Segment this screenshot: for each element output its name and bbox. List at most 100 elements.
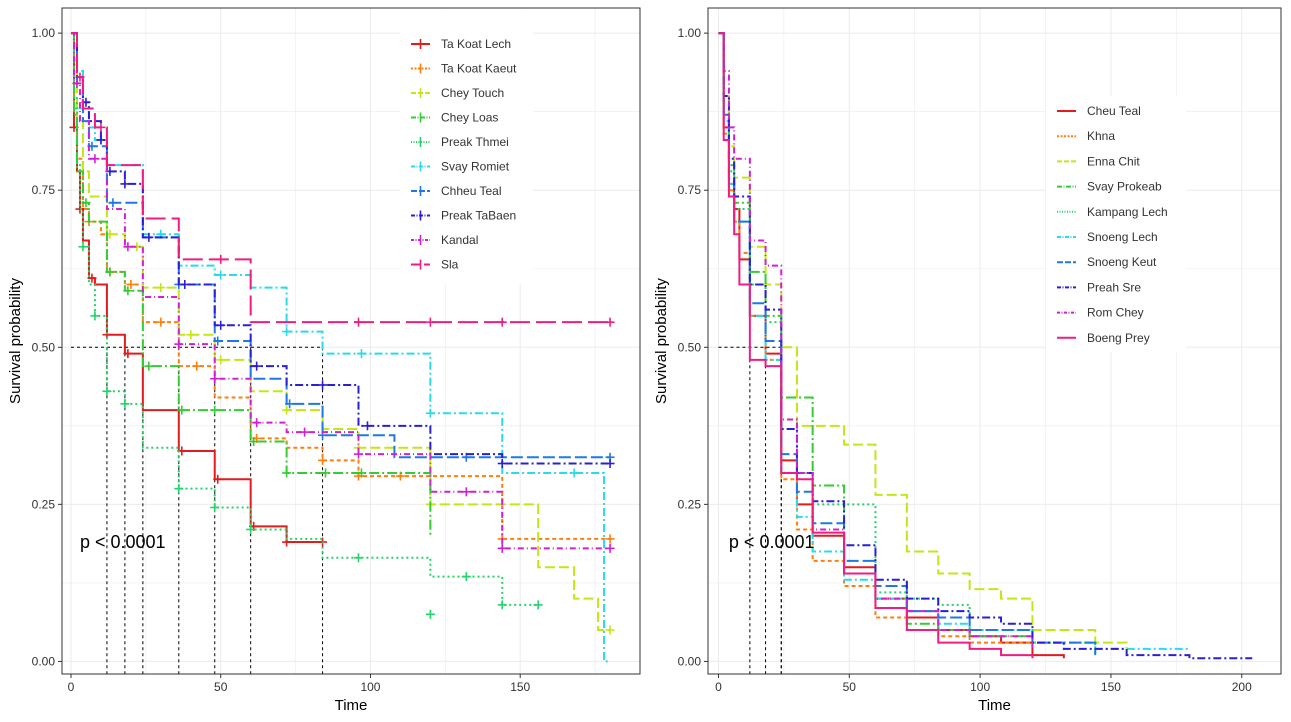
censor-mark xyxy=(81,198,91,208)
survival-curves xyxy=(69,32,615,663)
legend-label: Kampang Lech xyxy=(1087,205,1168,219)
censor-mark xyxy=(87,273,97,283)
legend-item: Snoeng Keut xyxy=(1057,255,1157,269)
y-tick-label: 1.00 xyxy=(678,26,702,40)
censor-mark xyxy=(497,600,507,610)
axes: 0 50 100 150 200 0.00 0.25 0.50 0.75 1.00 Time Surv… xyxy=(653,26,1252,714)
censor-mark xyxy=(353,317,363,327)
legend-label: Snoeng Lech xyxy=(1087,230,1158,244)
legend-item: Kampang Lech xyxy=(1057,205,1168,219)
legend-label: Snoeng Keut xyxy=(1087,255,1157,269)
legend-label: Preah Sre xyxy=(1087,280,1141,294)
y-axis-title: Survival probability xyxy=(653,278,670,404)
x-axis-title: Time xyxy=(978,697,1011,714)
legend-label: Preak Thmei xyxy=(441,135,509,149)
plot-background xyxy=(62,8,640,674)
x-tick-label: 0 xyxy=(715,680,722,694)
censor-mark xyxy=(569,468,579,478)
censor-mark xyxy=(156,283,166,293)
legend-item: Preak Thmei xyxy=(411,135,509,149)
censor-mark xyxy=(156,317,166,327)
censor-mark xyxy=(120,399,130,409)
x-axis-title: Time xyxy=(335,697,368,714)
series-line-5 xyxy=(70,32,539,606)
legend-label: Khna xyxy=(1087,129,1115,143)
y-tick-label: 0.75 xyxy=(678,183,702,197)
legend-label: Cheu Teal xyxy=(1087,104,1141,118)
y-tick-label: 0.75 xyxy=(32,183,56,197)
chart-panel-2: p < 0.0001 0 50 100 150 200 0.00 0.25 0.50 0.75 1.… xyxy=(653,7,1282,714)
censor-mark xyxy=(174,484,184,494)
legend-item: Svay Prokeab xyxy=(1057,180,1162,194)
legend-label: Ta Koat Kaeut xyxy=(441,62,517,76)
x-tick-label: 150 xyxy=(1101,680,1121,694)
y-tick-label: 0.25 xyxy=(678,497,702,511)
censor-mark xyxy=(356,349,366,359)
legend-label: Svay Prokeab xyxy=(1087,180,1162,194)
series-line-4 xyxy=(718,32,1034,643)
legend-item: Chey Loas xyxy=(411,111,498,125)
series-line-7 xyxy=(70,32,611,459)
censor-mark xyxy=(249,437,259,447)
censor-mark xyxy=(605,534,615,544)
censor-mark xyxy=(497,459,507,469)
legend-item: Sla xyxy=(411,258,459,272)
legend-item: Cheu Teal xyxy=(1057,104,1141,118)
x-tick-label: 0 xyxy=(68,680,75,694)
censor-mark xyxy=(353,553,363,563)
censor-mark xyxy=(216,355,226,365)
censor-mark xyxy=(353,449,363,459)
legend-item: Khna xyxy=(1057,129,1115,143)
censor-mark xyxy=(246,524,256,534)
y-tick-label: 1.00 xyxy=(32,26,56,40)
y-tick-label: 0.00 xyxy=(32,654,56,668)
legend-label: Sla xyxy=(441,258,459,272)
censor-mark xyxy=(192,361,202,371)
censor-mark xyxy=(180,279,190,289)
censor-mark xyxy=(461,572,471,582)
censor-mark xyxy=(72,78,82,88)
censor-mark xyxy=(605,543,615,553)
censor-mark xyxy=(108,198,118,208)
censor-mark xyxy=(425,408,435,418)
censor-mark xyxy=(186,330,196,340)
legend-label: Ta Koat Lech xyxy=(441,37,511,51)
censor-mark xyxy=(90,311,100,321)
legend-item: Ta Koat Lech xyxy=(411,37,511,51)
legend: Cheu Teal Khna Enna Chit Svay Prokeab Kampan… xyxy=(1046,96,1186,352)
panel-border xyxy=(707,7,1282,675)
legend-label: Kandal xyxy=(441,233,478,247)
censor-mark xyxy=(282,468,292,478)
x-tick-label: 50 xyxy=(214,680,228,694)
p-value-label: p < 0.0001 xyxy=(729,532,815,552)
censor-mark xyxy=(362,421,372,431)
y-tick-label: 0.00 xyxy=(678,654,702,668)
legend-label: Enna Chit xyxy=(1087,154,1140,168)
legend-item: Chheu Teal xyxy=(411,184,502,198)
survival-curves xyxy=(718,32,1253,660)
x-tick-label: 100 xyxy=(360,680,380,694)
y-tick-label: 0.50 xyxy=(32,340,56,354)
legend-item: Kandal xyxy=(411,233,478,247)
censor-mark xyxy=(605,625,615,635)
censor-mark xyxy=(210,503,220,512)
censor-mark xyxy=(318,455,328,465)
legend-item: Rom Chey xyxy=(1057,306,1144,320)
legend-background xyxy=(1046,96,1186,352)
legend-item: Chey Touch xyxy=(411,86,504,100)
censor-mark xyxy=(605,459,615,469)
censor-mark xyxy=(210,374,220,384)
legend-item: Svay Romiet xyxy=(411,160,510,174)
censor-mark xyxy=(174,339,184,349)
legend-label: Preak TaBaen xyxy=(441,209,516,223)
censor-mark xyxy=(102,386,112,396)
censor-mark xyxy=(461,487,471,497)
censor-mark xyxy=(216,320,226,330)
legend-label: Chey Loas xyxy=(441,111,498,125)
censor-mark xyxy=(497,317,507,327)
censor-mark xyxy=(213,336,223,346)
censor-mark xyxy=(321,468,331,478)
x-tick-label: 100 xyxy=(970,680,990,694)
